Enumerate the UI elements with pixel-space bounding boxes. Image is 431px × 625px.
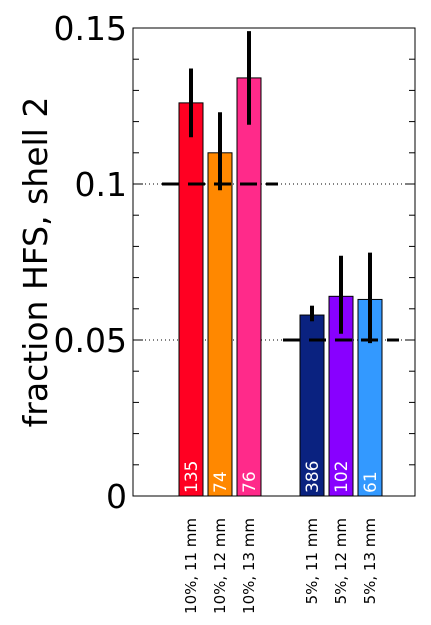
x-tick-label: 5%, 12 mm [332,518,350,604]
y-tick-label: 0 [106,477,127,516]
y-tick-label: 0.1 [75,165,127,204]
bar [178,102,204,497]
bar-count-label: 74 [211,471,231,493]
x-tick-label: 10%, 12 mm [211,518,229,614]
bars-layer [178,77,383,497]
x-tick-label: 5%, 13 mm [361,518,379,604]
y-tick-label: 0.15 [54,9,127,48]
bar-count-label: 76 [240,471,260,493]
bar-count-label: 135 [182,461,202,493]
y-axis-ticks: 0 0.05 0.1 0.15 [54,9,415,516]
error-bars-layer [189,31,372,344]
bar [207,152,233,497]
x-axis-labels: 10%, 11 mm 10%, 12 mm 10%, 13 mm 5%, 11 mm 5… [182,518,379,614]
count-labels-layer: 135 74 76 386 102 61 [182,461,381,493]
y-axis-label: fraction HFS, shell 2 [16,97,55,428]
bar-count-label: 102 [332,461,352,493]
y-tick-label: 0.05 [54,321,127,360]
x-tick-label: 5%, 11 mm [303,518,321,604]
x-tick-label: 10%, 13 mm [240,518,258,614]
bar [236,77,262,497]
x-tick-label: 10%, 11 mm [182,518,200,614]
bar-count-label: 386 [303,461,323,493]
bar-count-label: 61 [361,471,381,493]
plot-frame [132,27,416,497]
